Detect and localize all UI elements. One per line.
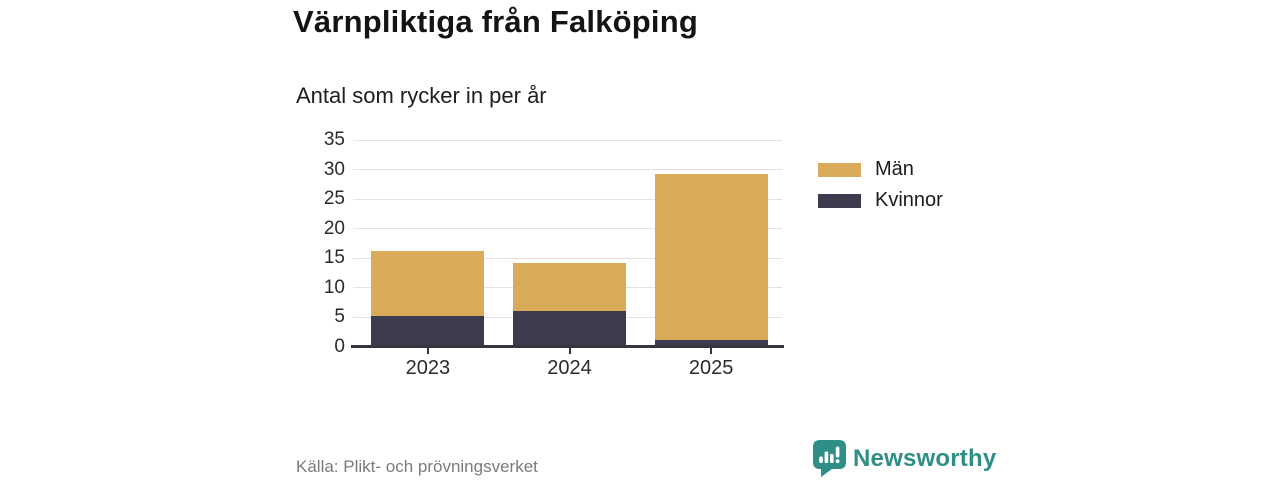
source-attribution: Källa: Plikt- och prövningsverket — [296, 457, 538, 476]
x-axis-tick — [568, 348, 571, 354]
x-axis-tick-label: 2025 — [688, 357, 734, 379]
newsworthy-logo-link[interactable]: Newsworthy — [813, 440, 996, 477]
gridline-y20 — [353, 228, 782, 230]
bar-2023-kvinnor — [371, 316, 485, 346]
gridline-y35 — [353, 139, 782, 141]
x-axis-tick — [710, 348, 713, 354]
y-axis-tick-label: 10 — [323, 276, 345, 298]
gridline-y15 — [353, 257, 782, 259]
y-axis-tick-label: 20 — [323, 217, 345, 239]
bar-2023-män — [371, 251, 485, 317]
newsworthy-wordmark: Newsworthy — [853, 445, 997, 472]
y-axis-tick-label: 25 — [323, 188, 345, 210]
bar-2025-kvinnor — [654, 340, 768, 346]
x-axis-tick — [426, 348, 429, 354]
gridline-y30 — [353, 169, 782, 171]
gridline-y25 — [353, 198, 782, 200]
legend-label: Män — [875, 158, 914, 180]
x-axis-tick-label: 2023 — [405, 357, 451, 379]
bar-2024-män — [513, 263, 626, 311]
bar-2025-män — [654, 174, 768, 341]
legend-item-män: Män — [818, 159, 943, 180]
chart-subtitle: Antal som rycker in per år — [296, 83, 547, 108]
legend-swatch — [818, 193, 861, 208]
y-axis-tick-label: 5 — [334, 306, 345, 328]
chart-title: Värnpliktiga från Falköping — [293, 4, 699, 39]
legend-swatch — [818, 162, 861, 177]
y-axis-tick-label: 0 — [334, 336, 345, 357]
legend-item-kvinnor: Kvinnor — [818, 190, 943, 211]
bar-chart-speech-bubble-icon — [813, 440, 846, 477]
chart-legend: Män Kvinnor — [818, 159, 943, 221]
y-axis-tick-label: 30 — [323, 158, 345, 180]
y-axis-tick-label: 15 — [323, 247, 345, 269]
bar-2024-kvinnor — [513, 310, 626, 346]
x-axis-tick-label: 2024 — [547, 357, 592, 379]
x-axis-line — [351, 345, 784, 348]
y-axis-tick-label: 35 — [323, 129, 345, 150]
legend-label: Kvinnor — [875, 189, 943, 211]
